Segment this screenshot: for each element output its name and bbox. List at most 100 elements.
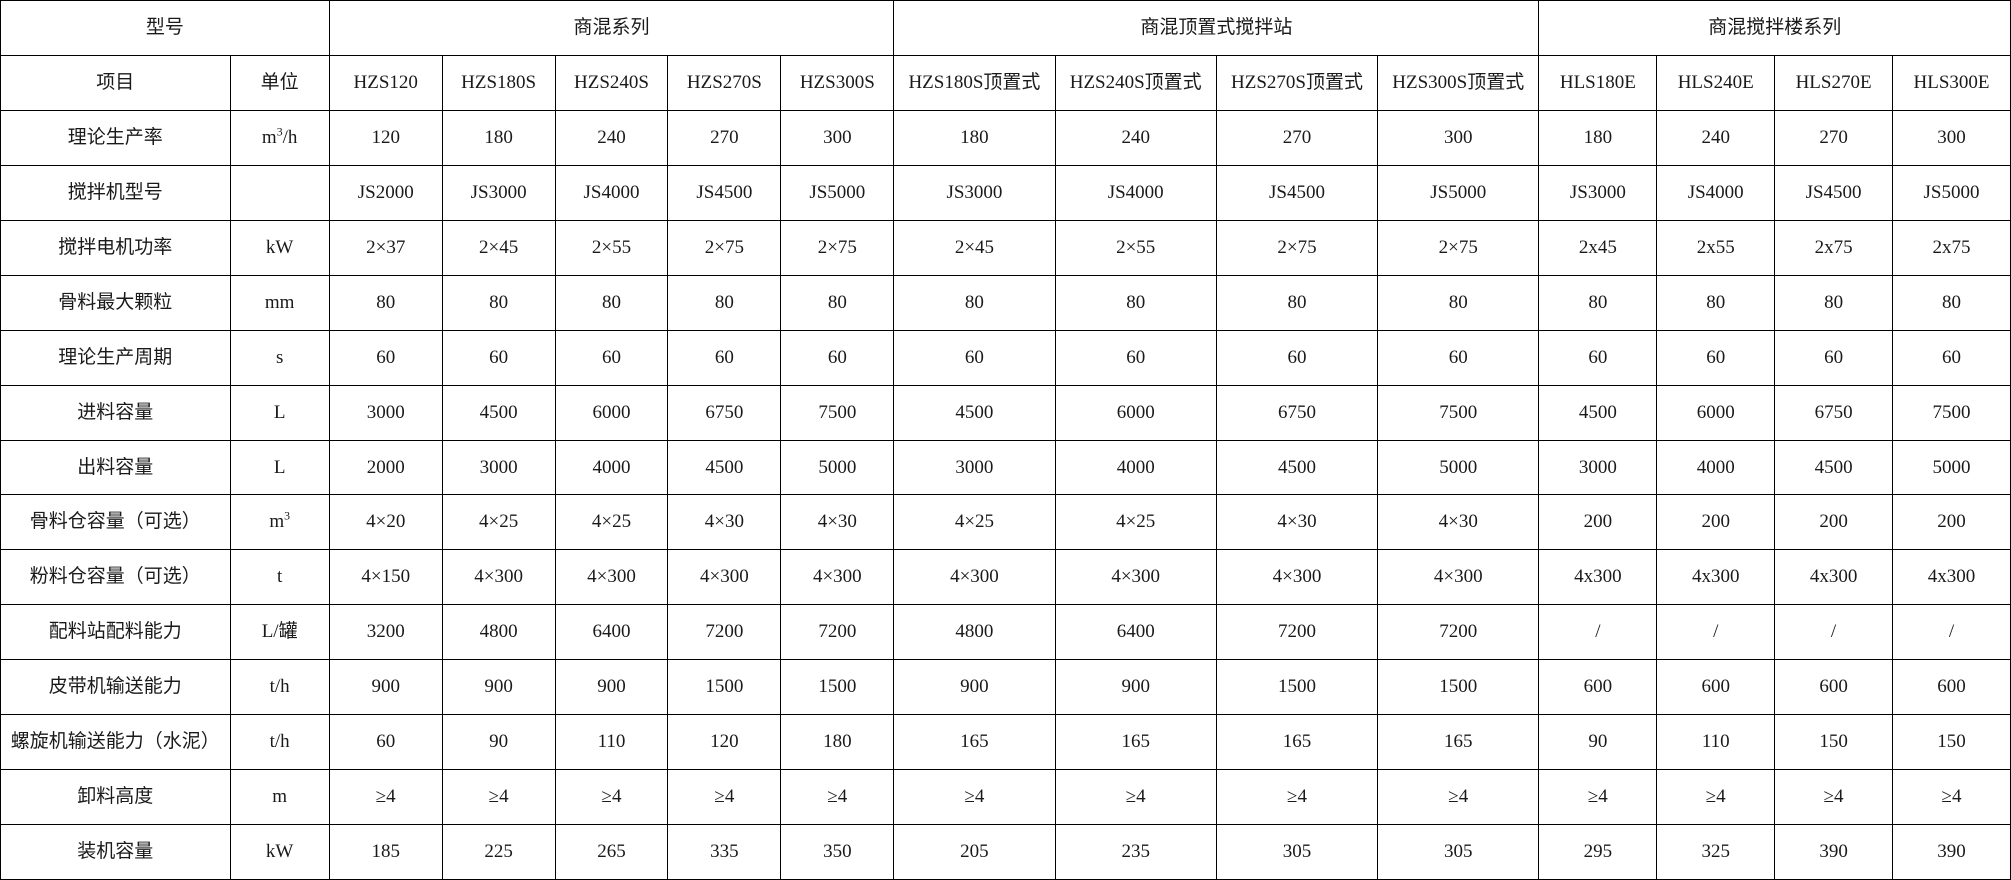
column-header-model: HZS270S [667,54,782,111]
table-cell: 4×25 [1054,494,1217,551]
table-cell: 80 [1892,274,2011,331]
row-label: 理论生产周期 [0,329,231,386]
table-row: 搅拌机型号 JS2000 JS3000 JS4000 JS4500 JS5000 JS300… [0,164,2011,221]
table-cell: JS4000 [554,164,669,221]
table-cell: JS3000 [441,164,556,221]
table-cell: 80 [1774,274,1893,331]
row-label: 骨料仓容量（可选） [0,494,231,551]
table-cell: 2x75 [1774,219,1893,276]
column-header-model: HZS240S [554,54,669,111]
table-cell: 120 [667,714,782,771]
unit-exponent: 3 [284,510,290,524]
table-cell: 80 [1656,274,1776,331]
table-cell: JS4000 [1054,164,1217,221]
table-cell: ≥4 [554,769,669,826]
table-cell: JS3000 [1538,164,1658,221]
table-cell: 120 [328,109,443,166]
table-cell: 240 [1054,109,1217,166]
table-cell: 300 [1892,109,2011,166]
table-cell: 4×25 [554,494,669,551]
table-cell: 80 [1377,274,1540,331]
row-label: 皮带机输送能力 [0,659,231,716]
table-cell: 180 [441,109,556,166]
table-row: 粉料仓容量（可选） t 4×150 4×300 4×300 4×300 4×300 4×300… [0,549,2011,606]
table-cell: 6750 [667,384,782,441]
table-cell: 7200 [667,604,782,661]
table-cell: 270 [667,109,782,166]
table-cell: 900 [328,659,443,716]
table-cell: 3200 [328,604,443,661]
table-cell: 80 [780,274,895,331]
table-cell: 4×300 [1054,549,1217,606]
table-cell: 295 [1538,824,1658,880]
column-header-model: HLS240E [1656,54,1776,111]
table-cell: ≥4 [1656,769,1776,826]
table-cell: 4x300 [1774,549,1893,606]
table-cell: 335 [667,824,782,880]
table-cell: 80 [667,274,782,331]
table-cell: ≥4 [328,769,443,826]
table-cell: 4500 [1538,384,1658,441]
table-cell: 4500 [441,384,556,441]
unit-main: t/h [269,676,290,698]
table-cell: 600 [1774,659,1893,716]
table-cell: 7500 [1892,384,2011,441]
table-cell: 5000 [780,439,895,496]
table-cell: 180 [893,109,1056,166]
table-cell: 165 [1215,714,1379,771]
table-cell: 600 [1892,659,2011,716]
table-cell: 4×20 [328,494,443,551]
row-unit [229,164,330,221]
table-cell: 4×300 [441,549,556,606]
table-cell: 3000 [893,439,1056,496]
column-header-model: HLS300E [1892,54,2011,111]
row-label: 螺旋机输送能力（水泥） [0,714,231,771]
table-row: 搅拌电机功率 kW 2×37 2×45 2×55 2×75 2×75 2×45 2×55 2×75… [0,219,2011,276]
table-cell: ≥4 [893,769,1056,826]
row-unit: m3 [229,494,330,551]
table-cell: 6400 [554,604,669,661]
column-header-model: HLS270E [1774,54,1893,111]
row-unit: L [229,384,330,441]
table-corner-label: 型号 [0,0,330,56]
group-header-3: 商混搅拌楼系列 [1538,0,2011,56]
table-cell: 4x300 [1892,549,2011,606]
table-cell: 350 [780,824,895,880]
table-cell: 2x45 [1538,219,1658,276]
table-cell: 300 [1377,109,1540,166]
table-cell: 180 [780,714,895,771]
table-cell: 4×300 [780,549,895,606]
row-unit: t [229,549,330,606]
unit-main: kW [265,236,294,258]
row-label: 配料站配料能力 [0,604,231,661]
table-cell: 110 [1656,714,1776,771]
table-cell: 4000 [1054,439,1217,496]
table-cell: 4000 [554,439,669,496]
table-cell: 2×75 [667,219,782,276]
table-cell: 1500 [667,659,782,716]
table-cell: 200 [1892,494,2011,551]
row-label: 粉料仓容量（可选） [0,549,231,606]
table-cell: 4500 [667,439,782,496]
unit-main: kW [265,841,294,863]
column-header-model: HZS180S顶置式 [893,54,1056,111]
table-cell: ≥4 [1892,769,2011,826]
column-header-row: 项目 单位 HZS120 HZS180S HZS240S HZS270S HZS300S HZ… [0,54,2011,111]
table-cell: 6750 [1215,384,1379,441]
table-cell: 165 [893,714,1056,771]
row-unit: s [229,329,330,386]
table-cell: 80 [328,274,443,331]
table-cell: 80 [893,274,1056,331]
table-cell: 3000 [1538,439,1658,496]
table-cell: 2x55 [1656,219,1776,276]
group-header-row: 型号 商混系列 商混顶置式搅拌站 商混搅拌楼系列 [0,0,2011,56]
table-cell: 80 [441,274,556,331]
row-unit: mm [229,274,330,331]
table-cell: 270 [1774,109,1893,166]
table-row: 皮带机输送能力 t/h 900 900 900 1500 1500 900 900 1500 150… [0,659,2011,716]
table-cell: 80 [1054,274,1217,331]
table-cell: ≥4 [441,769,556,826]
table-cell: 4×25 [893,494,1056,551]
table-cell: 390 [1892,824,2011,880]
